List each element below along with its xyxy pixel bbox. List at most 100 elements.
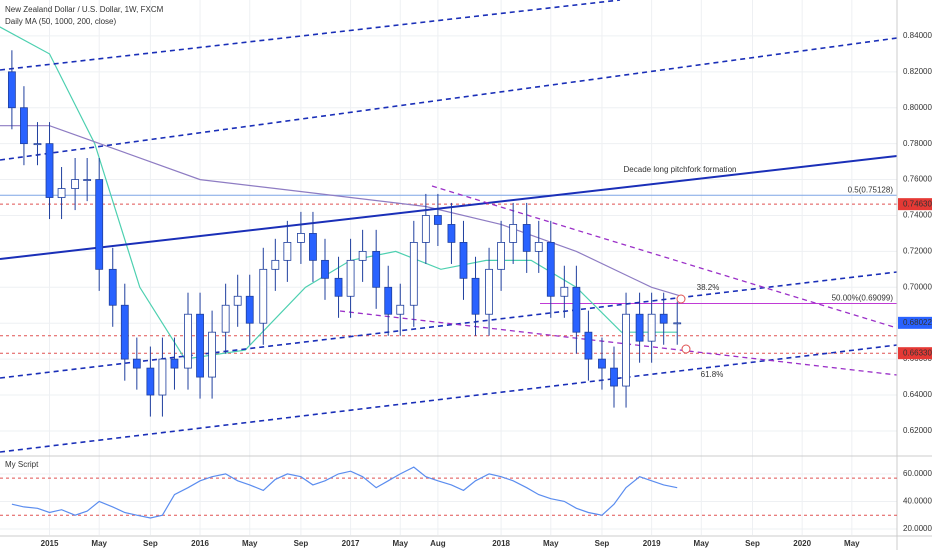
x-tick-label: May [392, 539, 408, 548]
candle-body [534, 242, 543, 252]
candle-body [283, 242, 292, 261]
pitchfork-line [0, 344, 898, 453]
candle-body [334, 277, 343, 297]
x-tick-label: 2018 [492, 539, 510, 548]
price-badge [898, 198, 932, 211]
x-tick-label: 2017 [342, 539, 360, 548]
candle-body [7, 71, 16, 109]
candle-body [584, 331, 593, 360]
annotation: 38.2% [697, 283, 720, 292]
x-tick-label: Aug [430, 539, 446, 548]
price-badge-label: 0.68022 [903, 318, 932, 327]
y-tick-label: 0.64000 [903, 390, 932, 399]
candle-body [57, 188, 66, 198]
x-tick-label: Sep [143, 539, 158, 548]
indicator-tick-label: 40.0000 [903, 497, 932, 506]
level-label: 0.5(0.75128) [848, 185, 894, 194]
candle-body [71, 179, 80, 189]
candle-body [33, 143, 42, 146]
candle-body [184, 313, 192, 369]
candle-body [673, 322, 682, 325]
wedge-line [339, 310, 898, 376]
candle-body [485, 268, 493, 315]
wedge-line [431, 185, 898, 329]
moving-average [0, 125, 682, 297]
candle-body [647, 313, 656, 342]
candle-body [622, 313, 630, 387]
y-tick-label: 0.84000 [903, 31, 932, 40]
candle-body [95, 179, 104, 270]
indicator-title: My Script [5, 460, 39, 469]
candle-body [83, 179, 92, 181]
candle-body [459, 242, 468, 279]
y-tick-label: 0.72000 [903, 246, 932, 255]
candle-body [396, 304, 405, 315]
x-tick-label: 2020 [793, 539, 811, 548]
candle-body [108, 268, 117, 306]
candle-body [321, 259, 329, 279]
candle-body [132, 358, 141, 369]
x-tick-label: May [543, 539, 559, 548]
candle-body [45, 143, 54, 198]
x-tick-label: 2016 [191, 539, 209, 548]
candle-body [221, 304, 230, 333]
y-tick-label: 0.78000 [903, 139, 932, 148]
candle-body [196, 313, 204, 378]
candle-body [610, 367, 618, 387]
candle-body [120, 304, 129, 360]
candle-body [598, 358, 606, 369]
y-tick-label: 0.82000 [903, 67, 932, 76]
marker [681, 344, 691, 354]
pitchfork-line [0, 0, 621, 71]
candle-body [146, 367, 155, 396]
candle-body [158, 358, 167, 396]
pitchfork-median [0, 155, 898, 260]
candle-body [447, 224, 456, 243]
candle-body [659, 313, 668, 324]
candle-body [497, 242, 506, 270]
x-tick-label: May [91, 539, 107, 548]
candle-body [309, 233, 317, 261]
x-tick-label: May [242, 539, 258, 548]
candle-body [560, 286, 569, 297]
y-tick-label: 0.74000 [903, 211, 932, 220]
candle-body [421, 215, 430, 243]
y-tick-label: 0.76000 [903, 175, 932, 184]
x-tick-label: May [844, 539, 860, 548]
annotation: Decade long pitchfork formation [624, 165, 737, 174]
x-tick-label: Sep [595, 539, 610, 548]
y-tick-label: 0.62000 [903, 426, 932, 435]
candle-body [346, 259, 355, 297]
candle-body [358, 250, 367, 261]
level-label: 50.00%(0.69099) [832, 294, 894, 303]
candle-body [259, 268, 268, 324]
price-badge [898, 316, 932, 329]
chart-title: New Zealand Dollar / U.S. Dollar, 1W, FX… [5, 5, 164, 14]
candle-body [384, 286, 393, 315]
pitchfork-line [0, 271, 898, 379]
candle-body [170, 358, 179, 369]
price-badge-label: 0.66330 [903, 348, 932, 357]
candle-body [635, 313, 644, 342]
candle-body [372, 250, 381, 288]
x-tick-label: Sep [745, 539, 760, 548]
x-tick-label: Sep [294, 539, 309, 548]
candle-body [433, 215, 442, 225]
pitchfork-drawings [0, 0, 898, 453]
candle-body [20, 107, 28, 145]
pitchfork-line [0, 37, 898, 161]
candle-body [233, 295, 242, 306]
x-tick-label: 2019 [643, 539, 661, 548]
candle-body [546, 242, 555, 297]
y-tick-label: 0.70000 [903, 282, 932, 291]
chart-subtitle: Daily MA (50, 1000, 200, close) [5, 17, 117, 26]
candle-body [409, 242, 418, 306]
candle-body [208, 331, 216, 378]
candle-body [245, 295, 254, 324]
candle-body [572, 286, 581, 333]
price-badge [898, 347, 932, 360]
candle-body [471, 277, 480, 315]
candle-body [271, 259, 280, 270]
marker [676, 294, 686, 304]
x-tick-label: May [694, 539, 710, 548]
